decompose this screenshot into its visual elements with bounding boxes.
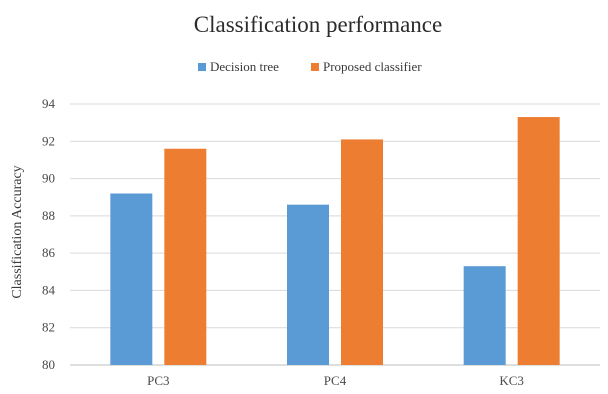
legend-label-decision-tree: Decision tree (210, 59, 279, 74)
y-tick-92: 92 (42, 133, 55, 148)
x-tick-pc3: PC3 (147, 373, 169, 388)
legend-swatch-proposed-classifier (311, 63, 319, 71)
legend-label-proposed-classifier: Proposed classifier (323, 59, 422, 74)
legend-swatch-decision-tree (198, 63, 206, 71)
x-tick-pc4: PC4 (324, 373, 347, 388)
bar-kc3-proposed-classifier (517, 117, 560, 365)
chart-title: Classification performance (194, 12, 442, 37)
bar-pc4-decision-tree (287, 204, 329, 365)
bar-pc4-proposed-classifier (341, 139, 383, 365)
y-tick-88: 88 (42, 208, 55, 223)
legend: Decision tree Proposed classifier (198, 59, 422, 74)
bars (110, 117, 560, 365)
y-tick-labels: 80 82 84 86 88 90 92 94 (42, 96, 56, 372)
bar-pc3-decision-tree (110, 193, 153, 365)
y-tick-90: 90 (42, 171, 55, 186)
bar-kc3-decision-tree (463, 266, 506, 365)
y-axis-label: Classification Accuracy (10, 165, 25, 298)
y-tick-84: 84 (42, 282, 56, 297)
bar-pc3-proposed-classifier (164, 148, 207, 365)
y-tick-94: 94 (42, 96, 56, 111)
y-tick-82: 82 (42, 320, 55, 335)
y-tick-80: 80 (42, 357, 55, 372)
x-tick-kc3: KC3 (499, 373, 524, 388)
y-tick-86: 86 (42, 245, 56, 260)
gridlines (70, 103, 600, 366)
x-tick-labels: PC3 PC4 KC3 (147, 373, 524, 388)
